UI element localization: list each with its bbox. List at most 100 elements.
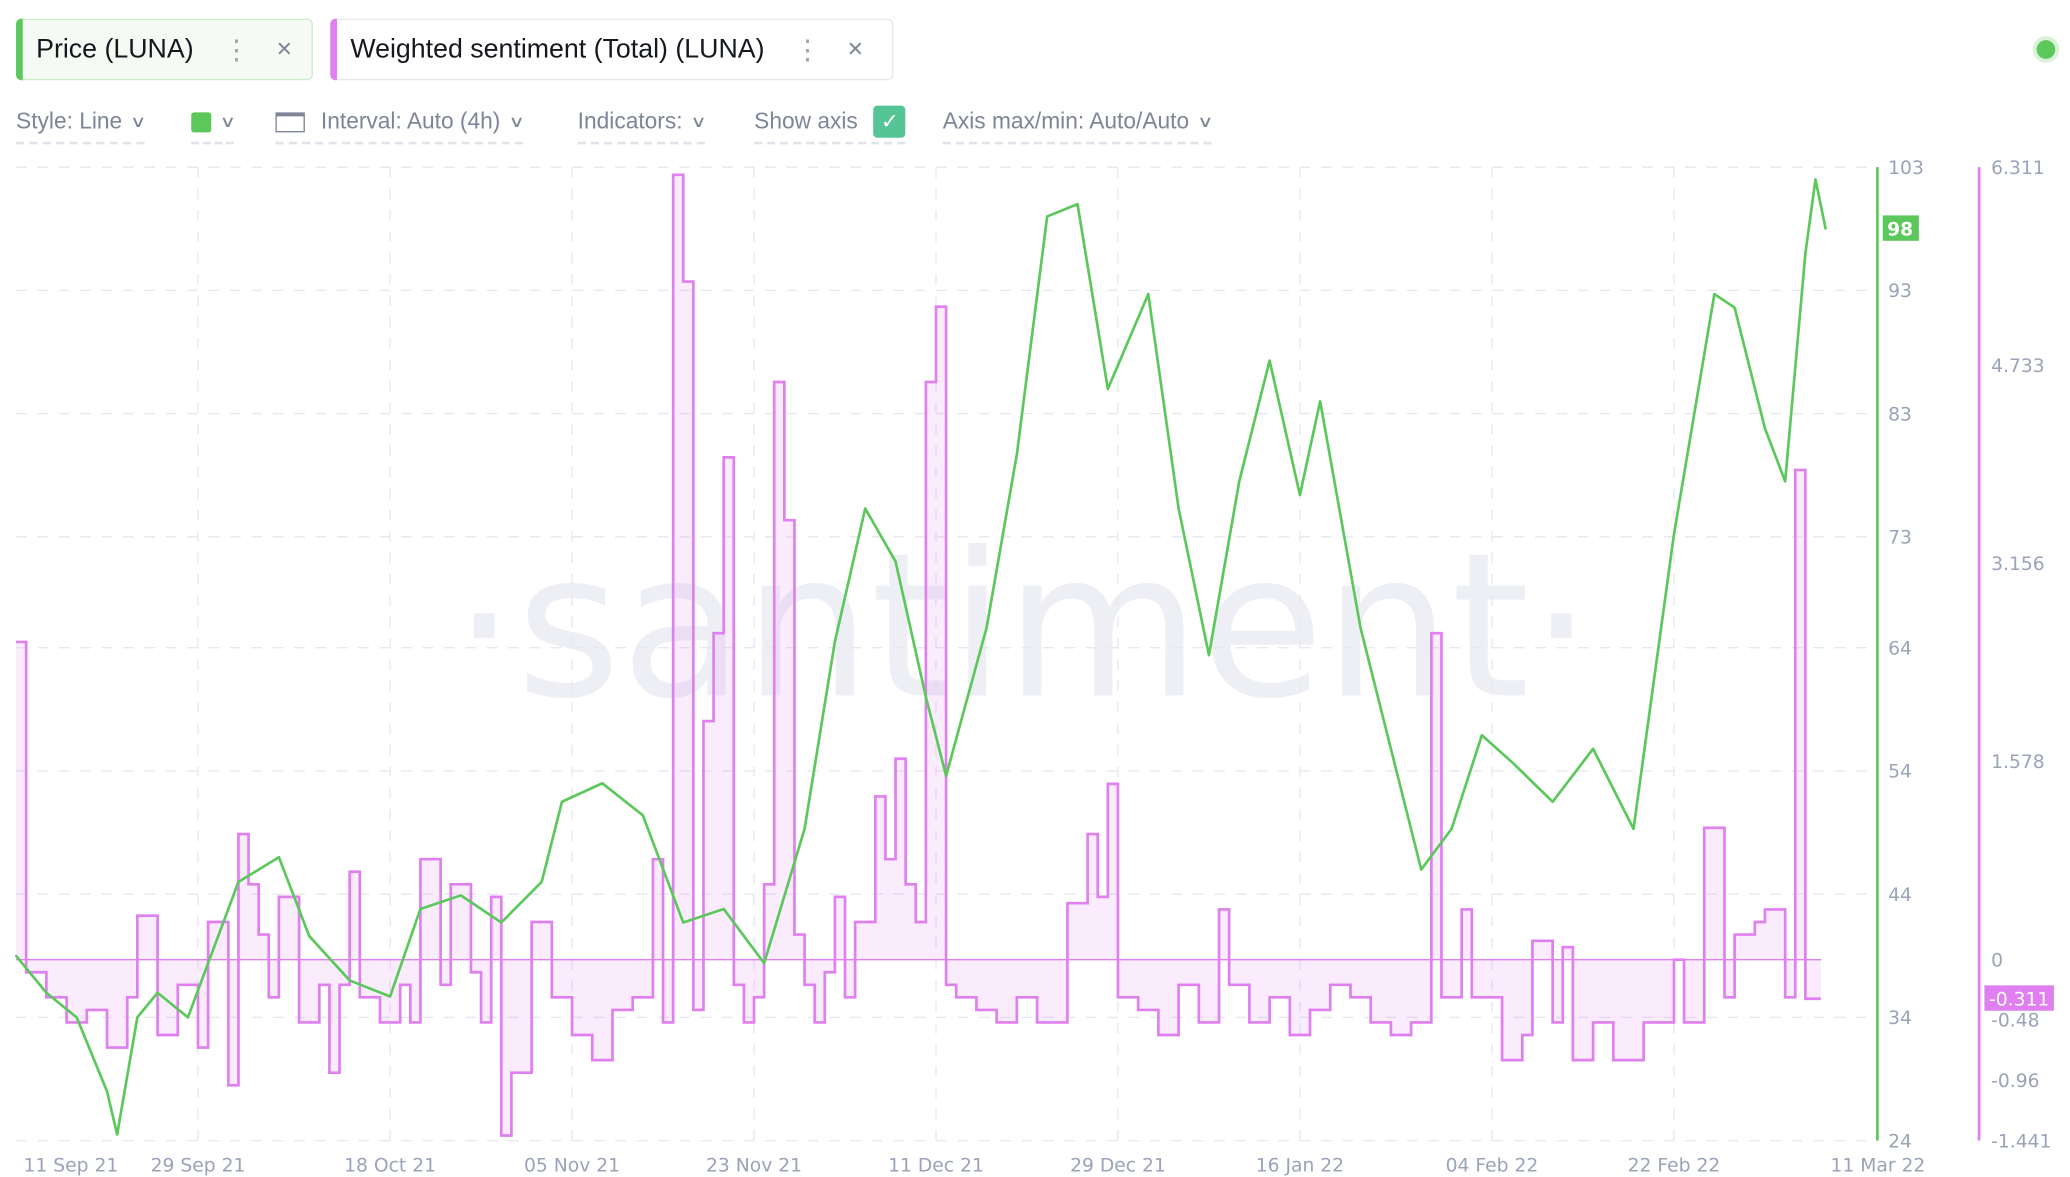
indicators-label: Indicators:: [577, 108, 683, 134]
sentiment-axis-tick: -1.441: [1991, 1131, 2051, 1152]
interval-dropdown[interactable]: Interval: Auto (4h) ∨: [275, 102, 526, 145]
price-point: [560, 800, 564, 803]
price-point: [459, 894, 462, 897]
sentiment-axis-tick: 6.311: [1991, 158, 2045, 179]
price-axis-tick: 24: [1888, 1131, 1912, 1152]
price-point: [1238, 480, 1241, 483]
price-axis-tick: 44: [1888, 885, 1912, 906]
price-point: [1076, 203, 1079, 206]
price-point: [1592, 747, 1595, 750]
axis-maxmin-label: Axis max/min: Auto/Auto: [942, 108, 1190, 134]
sentiment-line: [16, 173, 1821, 1137]
price-point: [14, 954, 18, 957]
sentiment-axis-tick: -0.96: [1991, 1071, 2039, 1092]
price-point: [1713, 293, 1716, 296]
price-point: [45, 991, 48, 994]
x-tick-label: 22 Feb 22: [1628, 1155, 1721, 1176]
x-tick-label: 29 Sep 21: [151, 1155, 246, 1176]
indicators-dropdown[interactable]: Indicators: ∨: [577, 102, 708, 145]
price-point: [682, 921, 685, 924]
price-point: [1298, 493, 1301, 496]
price-point: [1763, 427, 1767, 430]
style-label: Style: Line: [16, 108, 123, 134]
watermark-logo: ·santiment·: [452, 510, 1593, 743]
price-point: [419, 907, 422, 911]
tab-label: Weighted sentiment (Total) (LUNA): [350, 34, 765, 64]
price-axis-tick: 34: [1888, 1008, 1912, 1029]
price-axis-tick: 83: [1888, 404, 1912, 425]
price-point: [540, 880, 543, 883]
price-point: [116, 1133, 119, 1136]
sentiment-axis-tick: 1.578: [1991, 752, 2045, 773]
price-point: [1551, 800, 1554, 803]
price-point: [1480, 734, 1483, 737]
tab-weighted-sentiment[interactable]: Weighted sentiment (Total) (LUNA) ⋮ ×: [330, 18, 894, 81]
x-tick-label: 11 Dec 21: [888, 1155, 984, 1176]
interval-label: Interval: Auto (4h): [320, 108, 501, 134]
price-point: [308, 935, 311, 938]
price-point: [1359, 626, 1362, 630]
chevron-down-icon: ∨: [219, 112, 237, 132]
price-point: [1319, 400, 1322, 403]
price-point: [75, 1016, 78, 1019]
sentiment-axis-tick: 0: [1991, 950, 2003, 971]
show-axis-toggle[interactable]: Show axis ✓: [754, 102, 906, 145]
tab-label: Price (LUNA): [36, 34, 194, 64]
sentiment-last-value: -0.311: [1989, 989, 2049, 1010]
chevron-down-icon: ∨: [690, 112, 708, 132]
price-point: [1804, 252, 1807, 255]
price-point: [237, 880, 240, 883]
close-icon[interactable]: ×: [276, 34, 293, 64]
price-point: [1106, 387, 1109, 391]
price-axis-tick: 93: [1888, 281, 1912, 302]
price-point: [156, 991, 159, 994]
more-options-icon[interactable]: ⋮: [223, 35, 250, 65]
ruler-icon: [275, 111, 305, 132]
sentiment-axis-tick: -0.48: [1991, 1011, 2039, 1032]
price-point: [1511, 761, 1514, 764]
price-point: [722, 907, 725, 911]
price-point: [1814, 178, 1817, 181]
price-point: [348, 979, 351, 982]
sentiment-axis-tick: 3.156: [1991, 554, 2045, 575]
style-dropdown[interactable]: Style: Line ∨: [16, 102, 147, 145]
color-dropdown[interactable]: ∨: [191, 102, 237, 145]
price-point: [1672, 533, 1676, 536]
x-tick-label: 23 Nov 21: [706, 1155, 802, 1176]
close-icon[interactable]: ×: [847, 34, 864, 64]
color-swatch: [191, 111, 212, 132]
price-point: [945, 774, 948, 777]
price-point: [985, 626, 988, 630]
price-point: [1177, 507, 1180, 510]
price-point: [1784, 480, 1787, 483]
price-point: [500, 921, 503, 924]
price-last-value: 98: [1887, 219, 1913, 240]
x-tick-label: 16 Jan 22: [1256, 1155, 1344, 1176]
price-point: [1147, 293, 1150, 296]
price-axis-tick: 103: [1888, 158, 1924, 179]
price-point: [1450, 827, 1453, 830]
price-point: [1389, 747, 1392, 750]
price-point: [833, 640, 836, 643]
price-point: [207, 962, 210, 965]
status-indicator: [2036, 40, 2056, 59]
show-axis-label: Show axis: [754, 108, 858, 134]
price-point: [1824, 227, 1827, 230]
checkbox-checked-icon[interactable]: ✓: [873, 105, 906, 138]
price-point: [105, 1090, 109, 1093]
price-point: [894, 560, 897, 563]
tab-price-luna[interactable]: Price (LUNA) ⋮ ×: [16, 18, 313, 81]
x-tick-label: 05 Nov 21: [524, 1155, 620, 1176]
price-point: [389, 995, 392, 998]
price-point: [803, 827, 806, 830]
price-point: [1268, 359, 1271, 362]
axis-maxmin-dropdown[interactable]: Axis max/min: Auto/Auto ∨: [942, 102, 1214, 145]
chevron-down-icon: ∨: [1197, 112, 1214, 132]
series-color-bar: [330, 18, 337, 81]
price-point: [1207, 654, 1211, 657]
price-point: [763, 962, 766, 965]
chevron-down-icon: ∨: [508, 112, 526, 132]
more-options-icon[interactable]: ⋮: [793, 35, 821, 65]
